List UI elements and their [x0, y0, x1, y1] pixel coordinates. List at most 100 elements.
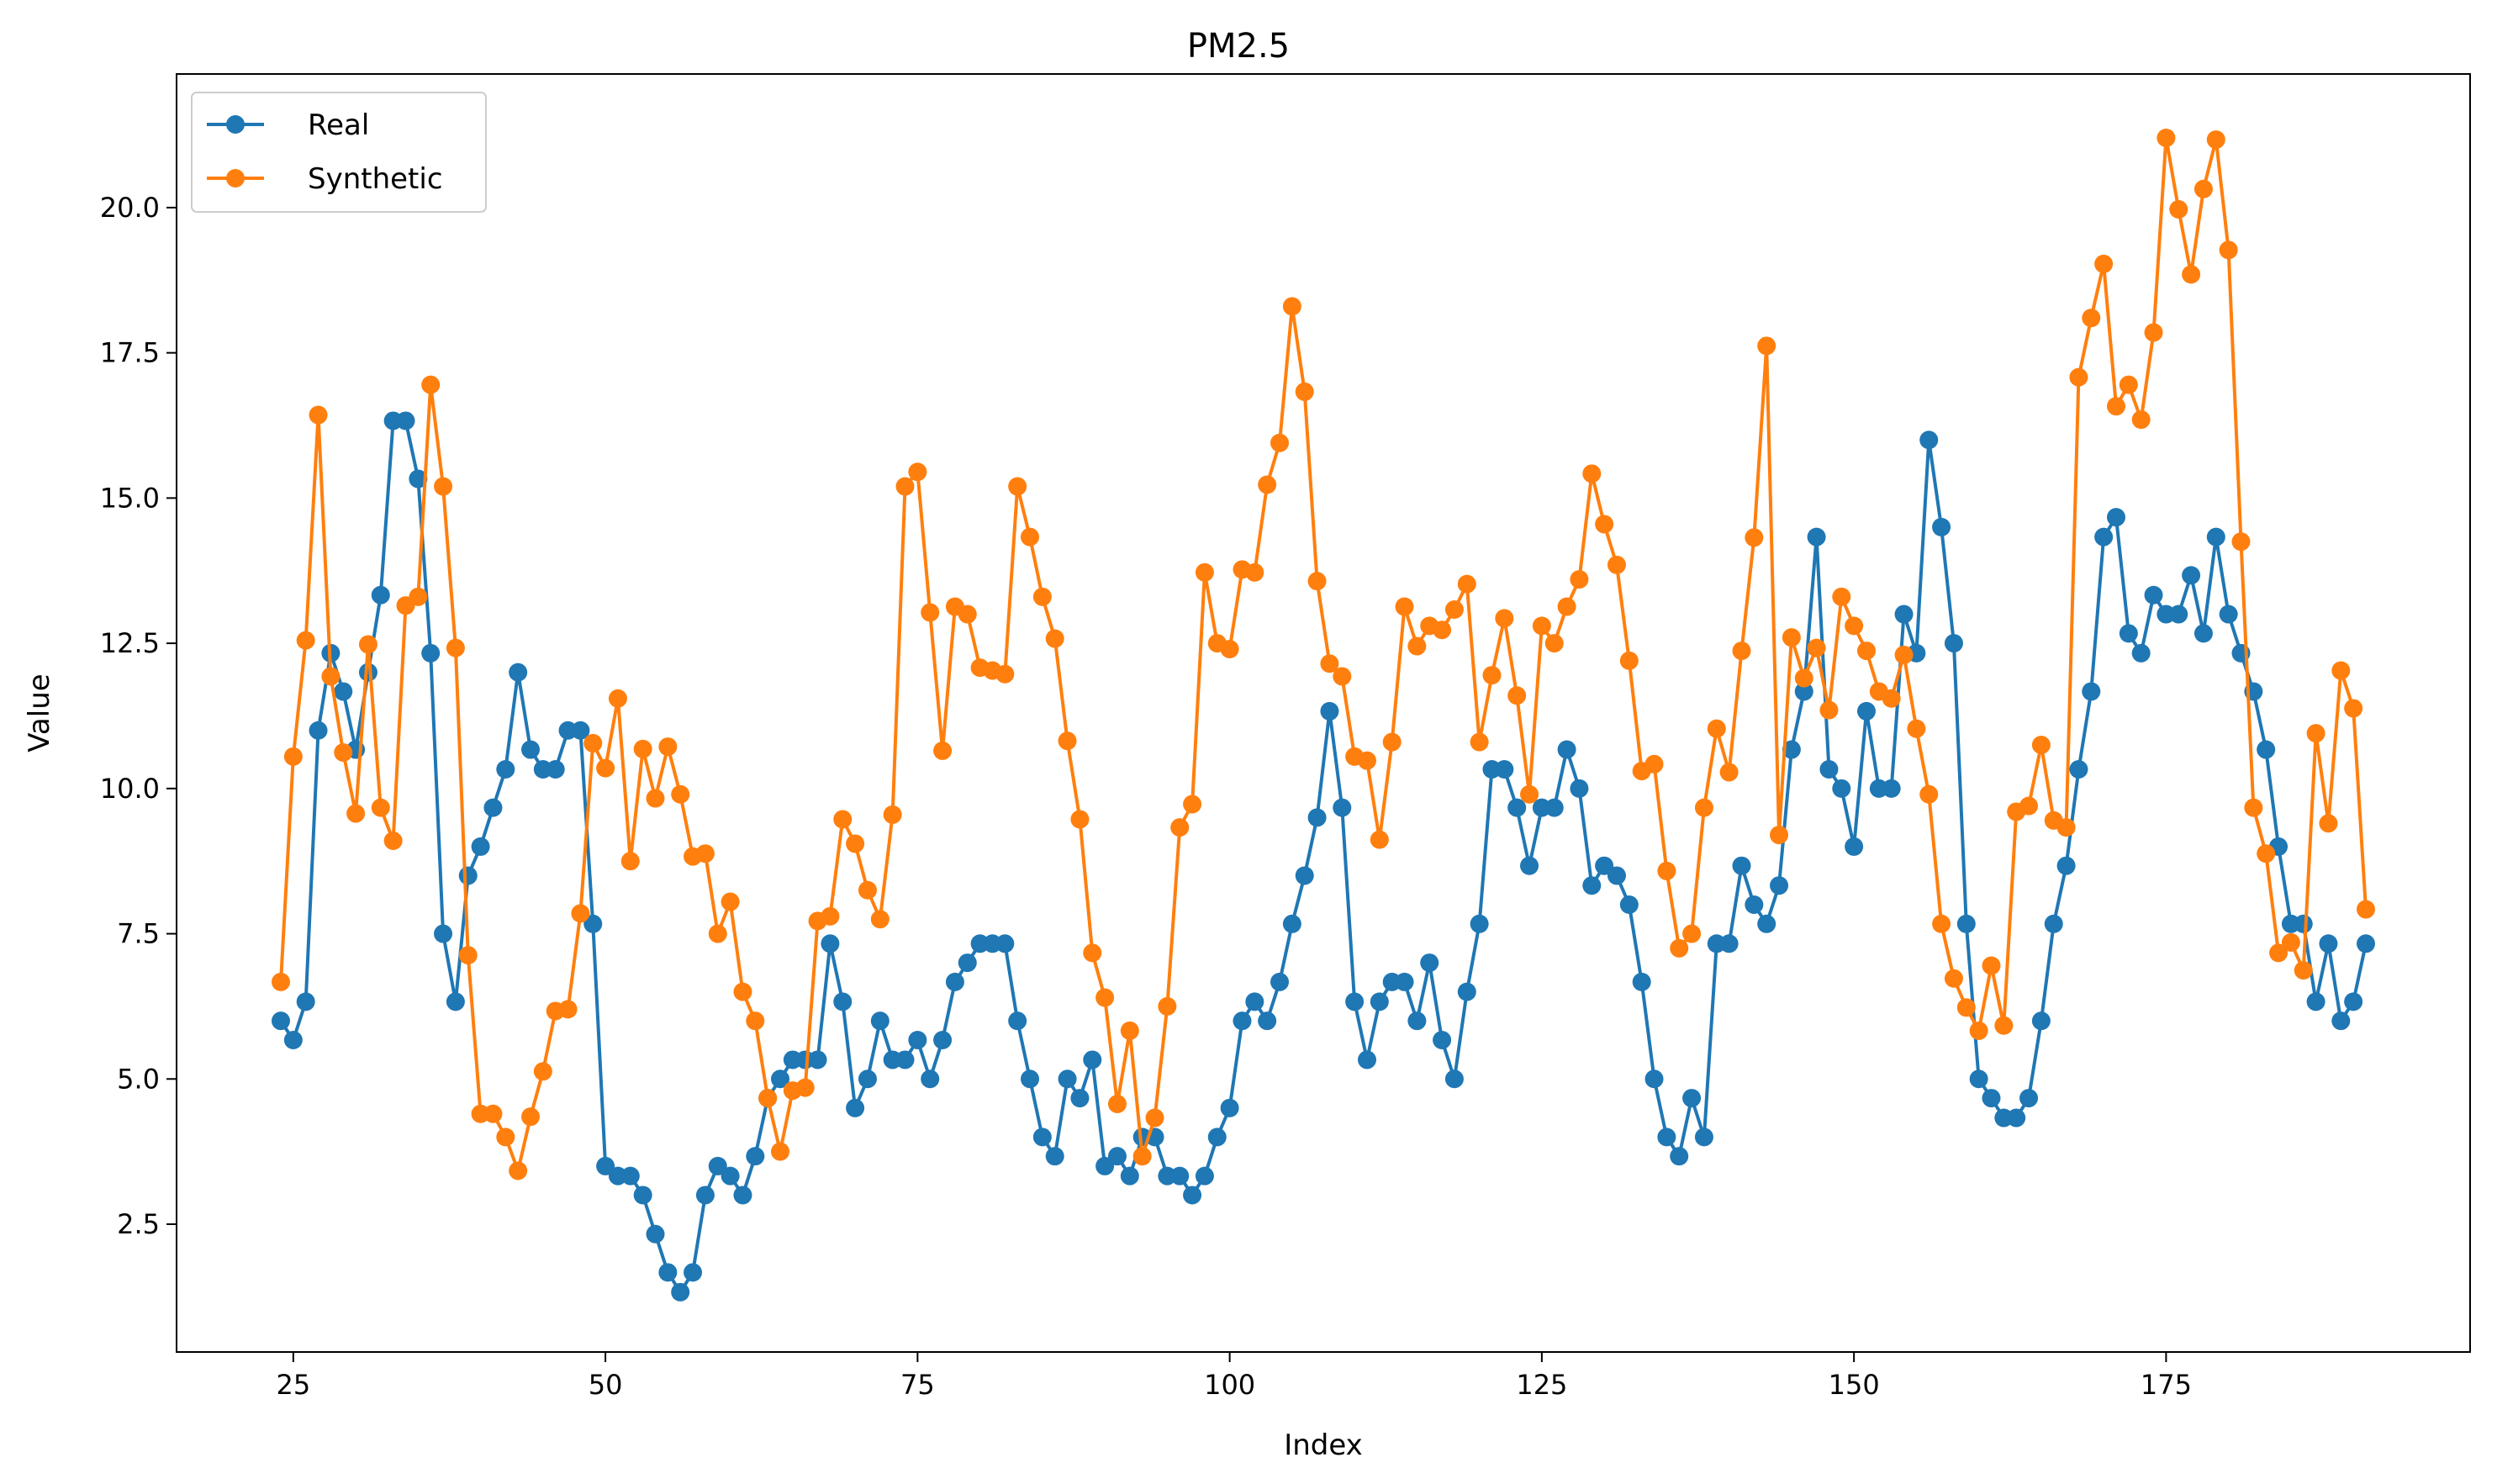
data-point-real — [2219, 605, 2238, 624]
data-point-synthetic — [371, 798, 390, 817]
data-point-real — [870, 1011, 890, 1031]
data-point-synthetic — [2019, 796, 2039, 816]
data-point-synthetic — [296, 631, 315, 650]
legend-label-synthetic: Synthetic — [308, 162, 443, 196]
data-point-synthetic — [1195, 562, 1214, 582]
data-point-real — [1420, 953, 1439, 973]
y-axis-title: Value — [23, 673, 56, 752]
data-point-synthetic — [1482, 666, 1502, 685]
data-point-synthetic — [1544, 634, 1564, 653]
data-point-synthetic — [895, 477, 915, 496]
data-point-real — [671, 1282, 690, 1302]
data-point-synthetic — [1607, 555, 1626, 574]
data-point-synthetic — [1495, 609, 1514, 628]
data-point-real — [409, 469, 428, 489]
series-real — [272, 411, 2375, 1302]
data-point-synthetic — [1570, 570, 1589, 589]
legend-frame — [191, 92, 487, 213]
data-point-synthetic — [1395, 597, 1414, 616]
data-point-synthetic — [1882, 689, 1901, 708]
data-point-real — [1507, 798, 1527, 817]
data-point-real — [1520, 856, 1539, 875]
data-point-real — [1557, 740, 1576, 759]
data-point-synthetic — [2094, 254, 2114, 273]
data-point-synthetic — [870, 910, 890, 929]
data-point-real — [2294, 914, 2313, 933]
data-point-synthetic — [1295, 382, 1314, 401]
y-tick-label: 2.5 — [117, 1208, 160, 1240]
data-point-synthetic — [608, 689, 627, 708]
data-point-synthetic — [1258, 475, 1277, 494]
data-point-synthetic — [1083, 943, 1102, 963]
data-point-synthetic — [1956, 998, 1976, 1017]
data-point-real — [821, 934, 840, 953]
data-point-real — [658, 1263, 678, 1282]
data-point-real — [1732, 856, 1751, 875]
data-point-real — [1944, 634, 1963, 653]
data-point-synthetic — [434, 477, 453, 496]
x-tick-label: 75 — [900, 1369, 935, 1401]
data-point-real — [1032, 1128, 1052, 1147]
data-point-synthetic — [2219, 240, 2238, 260]
x-tick-label: 150 — [1829, 1369, 1880, 1401]
data-point-real — [684, 1263, 703, 1282]
data-point-real — [1282, 914, 1301, 933]
data-point-synthetic — [1807, 638, 1826, 658]
data-point-real — [1969, 1069, 1988, 1089]
data-point-real — [1894, 605, 1914, 624]
x-tick-label: 50 — [589, 1369, 623, 1401]
data-point-synthetic — [746, 1011, 765, 1031]
data-point-real — [2056, 856, 2076, 875]
data-point-synthetic — [921, 603, 940, 622]
data-point-real — [1657, 1128, 1676, 1147]
data-point-synthetic — [795, 1078, 815, 1097]
x-tick-label: 125 — [1516, 1369, 1567, 1401]
data-point-synthetic — [1582, 464, 1602, 483]
data-point-synthetic — [2106, 397, 2125, 416]
data-point-real — [958, 953, 977, 973]
y-tick-label: 5.0 — [117, 1063, 160, 1095]
data-point-synthetic — [1170, 818, 1190, 837]
y-tick-label: 12.5 — [100, 627, 160, 659]
data-point-real — [646, 1224, 665, 1244]
data-point-real — [1295, 866, 1314, 885]
series-synthetic — [272, 129, 2375, 1180]
data-point-synthetic — [2231, 532, 2251, 552]
data-point-real — [583, 914, 603, 933]
data-point-real — [695, 1186, 715, 1205]
data-point-real — [721, 1166, 740, 1186]
data-point-real — [2182, 566, 2201, 585]
data-point-synthetic — [321, 667, 340, 686]
data-point-synthetic — [2144, 323, 2163, 342]
data-point-synthetic — [2257, 844, 2276, 863]
data-point-real — [1819, 760, 1839, 779]
data-point-synthetic — [833, 810, 853, 829]
data-point-synthetic — [571, 904, 590, 923]
data-point-synthetic — [1819, 700, 1839, 720]
data-point-synthetic — [446, 638, 465, 658]
data-point-real — [509, 663, 528, 682]
data-point-real — [396, 411, 415, 430]
data-point-real — [1745, 895, 1764, 914]
data-point-real — [1083, 1050, 1102, 1069]
data-point-synthetic — [1444, 600, 1464, 620]
data-point-real — [272, 1011, 290, 1031]
data-point-real — [496, 760, 515, 779]
data-point-synthetic — [1969, 1021, 1988, 1040]
data-point-real — [933, 1030, 953, 1049]
data-point-synthetic — [1832, 587, 1851, 606]
data-point-real — [1682, 1089, 1702, 1108]
data-point-synthetic — [596, 758, 615, 778]
data-point-real — [1407, 1011, 1427, 1031]
data-point-synthetic — [496, 1128, 515, 1147]
data-point-real — [1058, 1069, 1077, 1089]
data-point-real — [1632, 972, 1651, 991]
data-point-real — [309, 721, 328, 740]
legend: Real Synthetic — [191, 92, 487, 213]
data-point-synthetic — [1470, 732, 1489, 752]
data-point-synthetic — [821, 906, 840, 926]
data-point-synthetic — [633, 739, 652, 758]
data-point-real — [2319, 934, 2338, 953]
data-point-real — [1120, 1166, 1139, 1186]
